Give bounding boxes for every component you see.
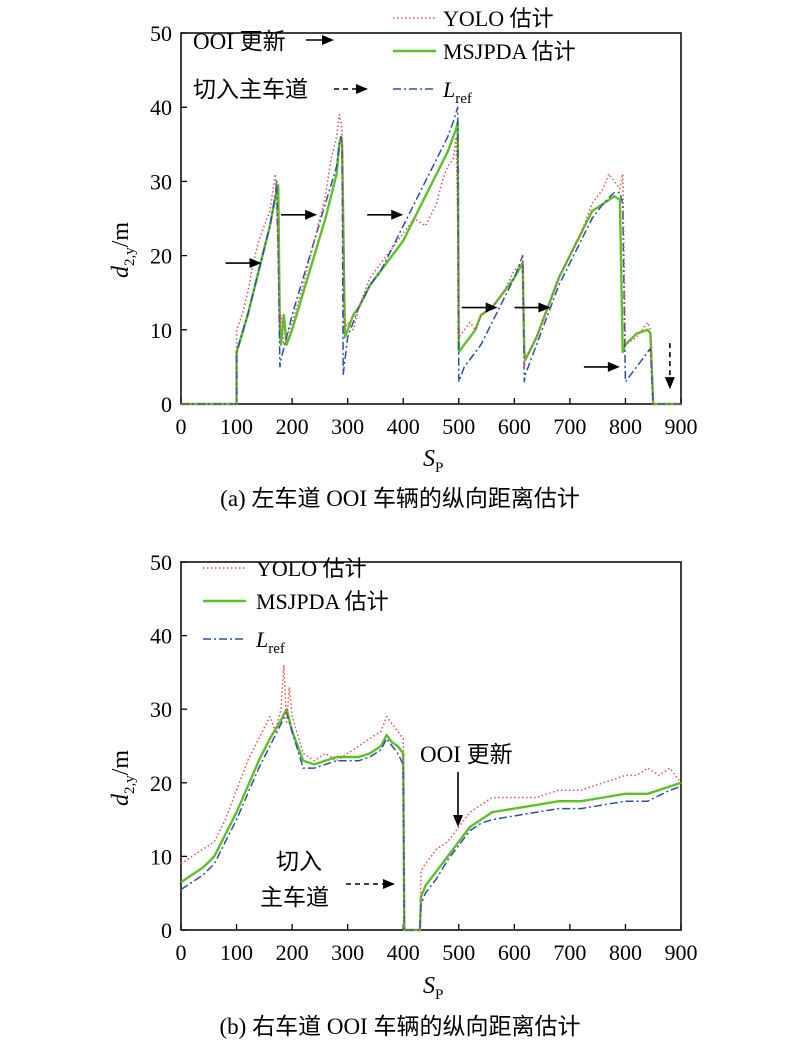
legend-a: YOLO 估计 MSJPDA 估计 Lref — [393, 6, 576, 107]
series-a — [181, 106, 681, 406]
chart-a-series-line-1 — [181, 120, 681, 406]
chart-b-xtick-label: 800 — [609, 940, 642, 965]
chart-b-xtick-label: 300 — [331, 940, 364, 965]
annotation-cut-in-b-line1: 切入 — [276, 849, 322, 874]
chart-b-xtick-label: 600 — [498, 940, 531, 965]
chart-a-xtick-label: 900 — [665, 414, 698, 439]
chart-a-xtick-label: 400 — [387, 414, 420, 439]
chart-a-xtick-label: 800 — [609, 414, 642, 439]
chart-b-ytick-label: 20 — [150, 771, 172, 796]
chart-a-ytick-label: 0 — [161, 392, 172, 417]
chart-b-ytick-label: 30 — [150, 697, 172, 722]
x-axis-label-b: SP — [423, 973, 443, 1003]
chart-a-marker-arrowhead — [305, 209, 318, 220]
chart-a-xtick-label: 300 — [331, 414, 364, 439]
chart-a-marker-arrowhead — [607, 361, 620, 372]
annotation-arrowhead-ooi-a — [322, 35, 334, 45]
legend-b-label-yolo: YOLO 估计 — [256, 556, 367, 581]
chart-a: 0 100 200 300 400 500 600 700 800 90001020304050 … — [108, 6, 698, 511]
chart-b-series-line-0 — [180, 664, 682, 931]
caption-b: (b) 右车道 OOI 车辆的纵向距离估计 — [220, 1014, 581, 1039]
chart-a-xtick-label: 600 — [498, 414, 531, 439]
legend-a-label-yolo: YOLO 估计 — [443, 6, 554, 31]
legend-b-label-msjpda: MSJPDA 估计 — [256, 589, 389, 614]
chart-a-dashed-down-arrowhead — [664, 377, 675, 390]
x-axis-label-a: SP — [423, 446, 443, 476]
annotation-cut-in-b-line2: 主车道 — [260, 885, 329, 910]
chart-a-xtick-label: 100 — [220, 414, 253, 439]
chart-a-xtick-label: 0 — [176, 414, 187, 439]
y-axis-label-a: d2,y/m — [108, 222, 138, 278]
ticks-a: 0 100 200 300 400 500 600 700 800 900 0 10 20 30 40 50 — [150, 21, 698, 439]
chart-a-marker-arrowhead — [249, 258, 262, 269]
chart-b-ytick-label: 40 — [150, 624, 172, 649]
chart-a-series-line-0 — [181, 113, 681, 405]
chart-b-ytick-label: 0 — [161, 918, 172, 943]
chart-a-ytick-label: 20 — [150, 244, 172, 269]
chart-a-xtick-label: 500 — [442, 414, 475, 439]
plot-frame-a — [180, 32, 682, 405]
chart-b-xtick-label: 900 — [665, 940, 698, 965]
annotation-arrowhead-cut-in-b — [383, 879, 395, 889]
chart-b-xtick-label: 100 — [220, 940, 253, 965]
chart-b-series-line-2 — [180, 712, 682, 931]
chart-a-marker-arrowhead — [485, 302, 498, 313]
chart-b-xtick-label: 500 — [442, 940, 475, 965]
annotation-ooi-update-b: OOI 更新 — [420, 742, 513, 767]
annotation-arrowhead-cut-in-a — [356, 84, 368, 94]
chart-b-series-line-1 — [180, 708, 682, 932]
chart-b-xtick-label: 400 — [387, 940, 420, 965]
ticks-b: 0 100 200 300 400 500 600 700 800 900 0 10 20 30 40 50 — [150, 550, 698, 965]
chart-a-ytick-label: 50 — [150, 21, 172, 46]
annotation-cut-in-a: 切入主车道 — [193, 77, 308, 102]
arrows-a — [225, 209, 675, 390]
chart-a-ytick-label: 40 — [150, 95, 172, 120]
chart-b-ytick-label: 10 — [150, 844, 172, 869]
chart-b-ytick-label: 50 — [150, 550, 172, 575]
chart-a-xtick-label: 200 — [276, 414, 309, 439]
chart-b-xtick-label: 200 — [276, 940, 309, 965]
legend-a-label-lref: Lref — [442, 77, 472, 107]
chart-a-marker-arrowhead — [538, 302, 551, 313]
series-b — [180, 664, 682, 932]
chart-a-ytick-label: 10 — [150, 318, 172, 343]
chart-b-xtick-label: 700 — [553, 940, 586, 965]
chart-b: 0 100 200 300 400 500 600 700 800 90001020304050 … — [108, 550, 698, 1039]
caption-a: (a) 左车道 OOI 车辆的纵向距离估计 — [220, 486, 580, 511]
plot-frame-b — [180, 561, 682, 931]
legend-b: YOLO 估计 MSJPDA 估计 Lref — [203, 556, 389, 657]
chart-a-series-line-2 — [181, 106, 681, 405]
legend-a-label-msjpda: MSJPDA 估计 — [443, 39, 576, 64]
chart-b-xtick-label: 0 — [176, 940, 187, 965]
y-axis-label-b: d2,y/m — [108, 750, 138, 806]
legend-b-label-lref: Lref — [255, 627, 285, 657]
annotation-ooi-update-a: OOI 更新 — [193, 29, 286, 54]
chart-a-xtick-label: 700 — [553, 414, 586, 439]
chart-a-marker-arrowhead — [391, 209, 404, 220]
chart-a-ytick-label: 30 — [150, 169, 172, 194]
annotation-arrowhead-ooi-b — [453, 815, 463, 827]
